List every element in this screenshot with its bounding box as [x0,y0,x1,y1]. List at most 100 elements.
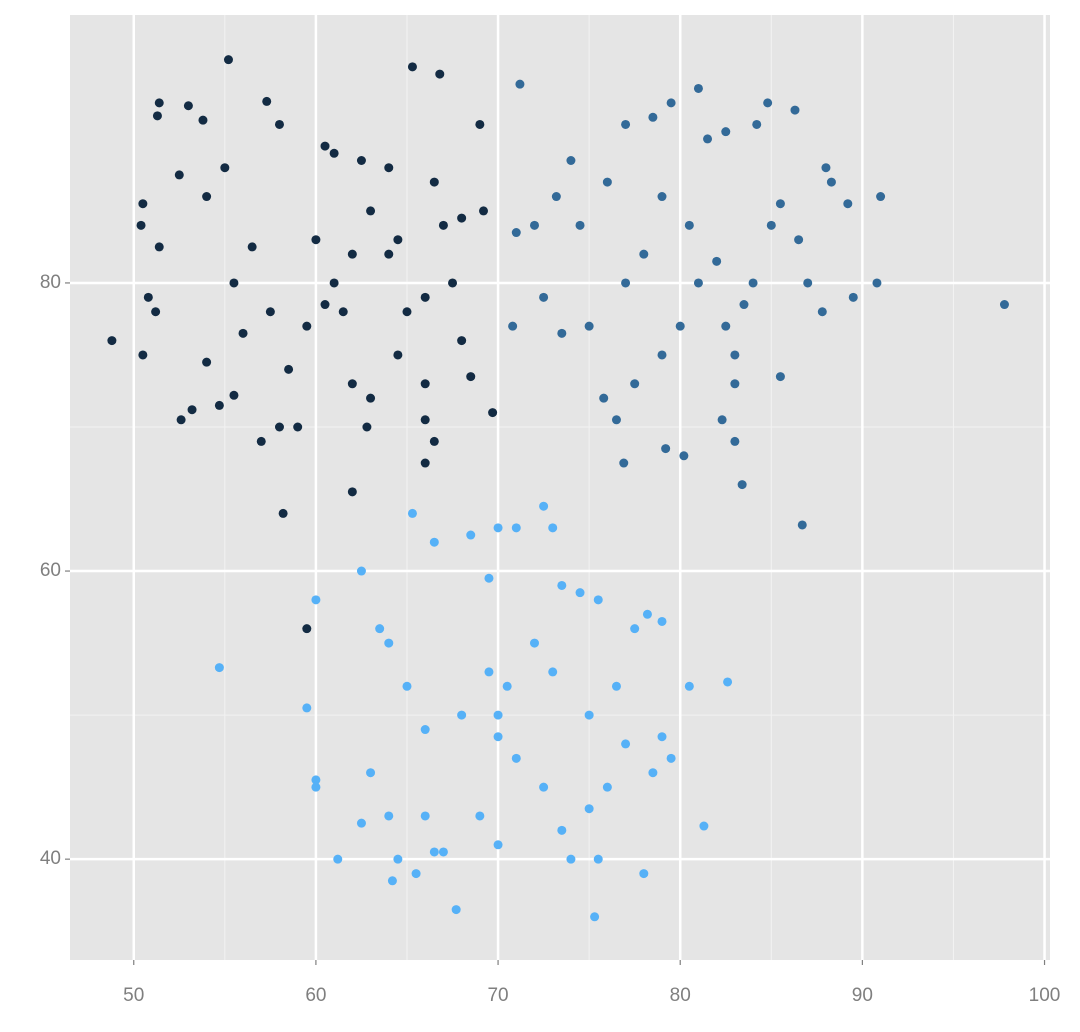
point [366,768,376,778]
point [154,242,164,252]
point [138,199,148,209]
point [274,422,284,432]
point [407,508,417,518]
point [320,141,330,151]
point [320,300,330,310]
point [347,379,357,389]
point [493,523,503,533]
point [763,98,773,108]
point [362,422,372,432]
point [475,811,485,821]
point [703,134,713,144]
point [187,405,197,415]
point [693,83,703,93]
point [302,321,312,331]
point [584,710,594,720]
point [684,681,694,691]
point [648,768,658,778]
point [548,667,558,677]
point [356,566,366,576]
point [737,480,747,490]
point [557,825,567,835]
point [387,876,397,886]
point [775,199,785,209]
point [619,458,629,468]
point [302,703,312,713]
point [539,292,549,302]
point [684,220,694,230]
point [621,739,631,749]
point [621,278,631,288]
point [611,415,621,425]
point [593,595,603,605]
x-tick-label: 90 [852,985,873,1006]
point [435,69,445,79]
point [384,163,394,173]
point [797,520,807,530]
point [551,192,561,202]
point [723,677,733,687]
point [484,667,494,677]
point [247,242,257,252]
point [347,249,357,259]
point [457,336,467,346]
point [590,912,600,922]
point [712,256,722,266]
point [721,321,731,331]
point [238,328,248,338]
point [214,400,224,410]
point [214,663,224,673]
point [630,624,640,634]
point [457,710,467,720]
point [848,292,858,302]
point [451,905,461,915]
point [484,573,494,583]
point [411,869,421,879]
point [256,436,266,446]
point [466,372,476,382]
point [457,213,467,223]
point [420,415,430,425]
point [602,177,612,187]
point [151,307,161,317]
point [872,278,882,288]
point [630,379,640,389]
point [593,854,603,864]
point [420,811,430,821]
x-tick-label: 100 [1029,985,1061,1006]
point [602,782,612,792]
plot-panel [70,15,1050,960]
point [284,364,294,374]
point [420,725,430,735]
point [393,235,403,245]
point [407,62,417,72]
point [265,307,275,317]
point [557,580,567,590]
point [448,278,458,288]
x-tick-label: 70 [487,985,508,1006]
point [826,177,836,187]
x-tick-label: 80 [670,985,691,1006]
point [366,206,376,216]
point [584,321,594,331]
point [229,390,239,400]
point [693,278,703,288]
point [611,681,621,691]
point [478,206,488,216]
point [136,220,146,230]
point [329,278,339,288]
point [794,235,804,245]
point [183,101,193,111]
point [493,840,503,850]
point [675,321,685,331]
point [721,127,731,137]
point [402,681,412,691]
y-tick-label: 60 [40,560,61,581]
point [202,192,212,202]
point [152,111,162,121]
point [202,357,212,367]
point [679,451,689,461]
point [502,681,512,691]
point [311,775,321,785]
point [642,609,652,619]
